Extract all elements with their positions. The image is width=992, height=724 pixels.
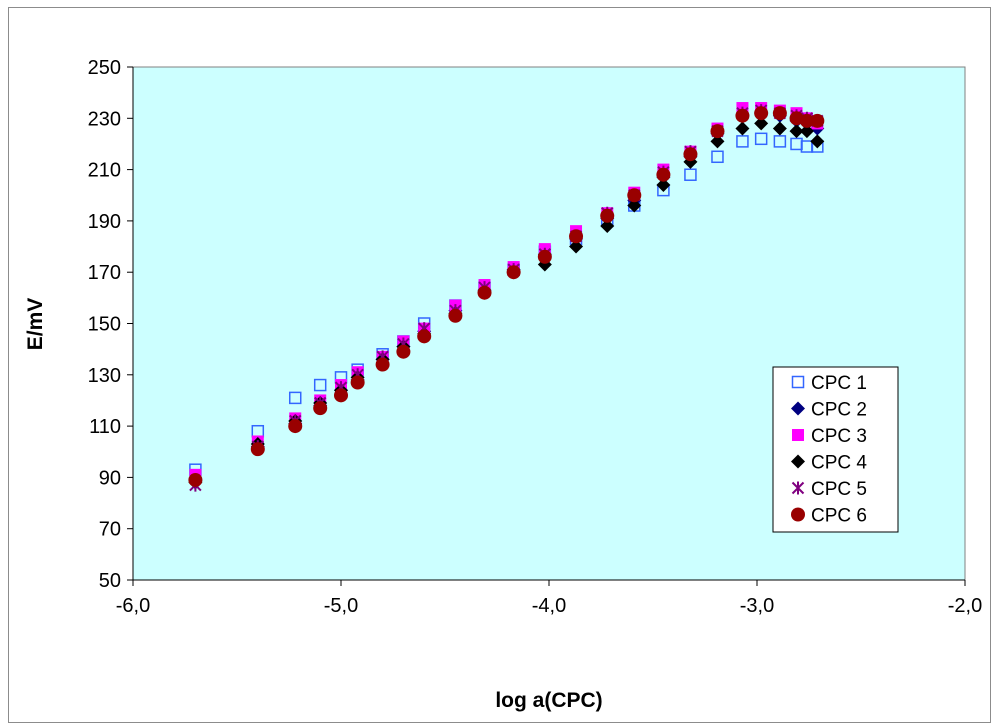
data-point xyxy=(789,124,804,139)
y-tick-label: 170 xyxy=(88,262,121,284)
data-points xyxy=(188,102,825,492)
y-tick-label: 150 xyxy=(88,314,121,336)
legend-marker xyxy=(791,401,805,416)
x-tick-label: -5,0 xyxy=(324,595,358,617)
x-tick-label: -6,0 xyxy=(116,595,150,617)
x-tick-label: -4,0 xyxy=(532,595,566,617)
y-tick-label: 50 xyxy=(99,570,121,592)
legend: CPC 1 CPC 2 CPC 3 CPC 4 CPC 5 CPC 6 xyxy=(772,366,899,533)
legend-box xyxy=(772,366,899,533)
data-point xyxy=(754,132,768,146)
data-point xyxy=(683,147,698,162)
data-point xyxy=(600,219,615,234)
data-point xyxy=(656,177,671,192)
data-point xyxy=(537,249,552,264)
data-point xyxy=(188,472,203,487)
y-tick-label: 210 xyxy=(88,160,121,182)
data-point xyxy=(506,265,521,280)
legend-label: CPC 2 xyxy=(811,400,867,421)
data-point xyxy=(710,134,725,149)
data-point xyxy=(735,121,750,136)
data-point xyxy=(288,419,303,434)
data-point xyxy=(250,442,265,457)
y-tick-label: 190 xyxy=(88,211,121,233)
data-point xyxy=(627,198,642,213)
legend-label: CPC 4 xyxy=(811,453,867,474)
data-point xyxy=(334,388,348,403)
axes xyxy=(127,66,966,586)
data-point xyxy=(569,229,584,244)
data-point xyxy=(627,188,642,203)
data-point xyxy=(773,135,787,148)
data-point xyxy=(569,239,584,254)
data-point xyxy=(313,401,328,416)
data-point xyxy=(477,285,492,300)
data-point xyxy=(754,116,769,131)
legend-label: CPC 6 xyxy=(811,506,867,527)
y-axis-title: E/mV xyxy=(24,298,47,351)
y-tick-label: 130 xyxy=(88,365,121,387)
y-tick-label: 70 xyxy=(99,519,121,541)
data-point xyxy=(772,121,787,136)
y-tick-label: 230 xyxy=(88,108,121,130)
data-point xyxy=(600,208,615,223)
x-tick-labels: -6,0 -5,0 -4,0 -3,0 -2,0 xyxy=(116,595,982,617)
data-point xyxy=(417,329,432,344)
data-point xyxy=(375,357,390,372)
legend-label: CPC 3 xyxy=(811,426,867,447)
data-point xyxy=(448,308,463,323)
y-tick-label: 110 xyxy=(89,416,121,438)
data-point xyxy=(710,124,725,139)
data-point xyxy=(396,344,411,359)
data-point xyxy=(350,375,365,390)
y-tick-labels: 50 70 90 110 130 150 170 190 210 230 250 xyxy=(88,57,121,592)
data-point xyxy=(810,134,825,149)
data-point xyxy=(735,108,750,123)
data-point xyxy=(799,113,814,128)
x-tick-label: -3,0 xyxy=(740,595,774,617)
legend-label: CPC 1 xyxy=(811,373,867,394)
legend-label: CPC 5 xyxy=(811,479,867,500)
legend-marker xyxy=(791,481,805,495)
data-point xyxy=(754,106,769,121)
legend-marker xyxy=(791,507,805,522)
series-6 xyxy=(188,106,825,487)
y-tick-label: 250 xyxy=(88,57,121,79)
x-tick-label: -2,0 xyxy=(948,595,982,617)
data-point xyxy=(736,135,749,148)
data-point xyxy=(656,167,671,182)
y-tick-label: 90 xyxy=(99,467,121,489)
legend-marker xyxy=(791,454,805,469)
legend-marker xyxy=(792,429,804,441)
legend-marker xyxy=(791,375,805,389)
data-point xyxy=(799,124,814,139)
data-point xyxy=(313,378,327,392)
data-point xyxy=(684,168,697,181)
x-axis-title: log a(CPC) xyxy=(495,689,602,712)
data-point xyxy=(711,150,724,164)
data-point xyxy=(288,391,302,405)
data-point xyxy=(810,113,825,128)
data-point xyxy=(772,106,787,121)
